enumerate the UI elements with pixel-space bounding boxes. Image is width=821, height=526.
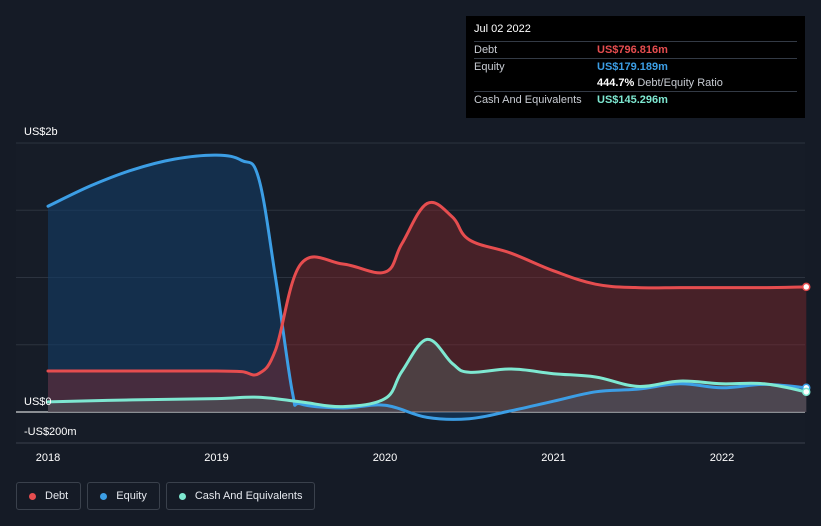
area-equity — [48, 155, 807, 420]
y-axis-label-bottom: -US$200m — [24, 426, 77, 438]
legend-item-cash[interactable]: Cash And Equivalents — [165, 482, 316, 510]
tooltip-row-value: 444.7% — [597, 77, 635, 89]
data-tooltip: Jul 02 2022 Debt US$796.816m Equity US$1… — [466, 16, 805, 118]
tooltip-row-equity: Equity US$179.189m — [474, 58, 797, 75]
chart-legend: Debt Equity Cash And Equivalents — [16, 482, 316, 510]
line-debt — [46, 200, 808, 377]
legend-dot-icon — [100, 492, 108, 500]
line-cash-and-equivalents — [46, 337, 808, 409]
x-tick-label: 2019 — [204, 452, 228, 464]
area-debt — [48, 202, 807, 412]
end-marker-cash-and-equivalents — [802, 387, 811, 397]
legend-label: Debt — [45, 490, 69, 502]
legend-label: Cash And Equivalents — [194, 490, 303, 502]
tooltip-date: Jul 02 2022 — [474, 23, 531, 35]
tooltip-row-value: US$179.189m — [597, 61, 668, 73]
tooltip-row-label: Debt — [474, 44, 498, 56]
tooltip-row-value: US$796.816m — [597, 44, 668, 56]
x-tick-label: 2020 — [373, 452, 397, 464]
tooltip-row-debt: Debt US$796.816m — [474, 41, 797, 58]
chart-areas — [48, 155, 807, 420]
legend-label: Equity — [116, 490, 147, 502]
tooltip-row-cash: Cash And Equivalents US$145.296m — [474, 91, 797, 108]
chart-lines — [46, 153, 808, 421]
tooltip-row-label: Cash And Equivalents — [474, 94, 582, 106]
x-axis-ticks: 2018 2019 2020 2021 2022 — [36, 452, 734, 464]
line-equity — [46, 153, 808, 421]
legend-dot-icon — [178, 492, 186, 500]
tooltip-row-unit: Debt/Equity Ratio — [637, 77, 723, 89]
x-tick-label: 2018 — [36, 452, 60, 464]
legend-dot-icon — [29, 492, 36, 500]
chart-end-markers — [802, 282, 811, 397]
x-tick-label: 2021 — [541, 452, 565, 464]
end-marker-debt — [802, 282, 811, 292]
legend-item-equity[interactable]: Equity — [87, 482, 160, 510]
y-axis-label-top: US$2b — [24, 126, 58, 138]
legend-item-debt[interactable]: Debt — [16, 482, 82, 510]
area-cash-and-equivalents — [48, 339, 807, 412]
tooltip-row-label: Equity — [474, 61, 505, 73]
y-axis-label-zero: US$0 — [24, 396, 52, 408]
tooltip-row-value: US$145.296m — [597, 94, 668, 106]
x-tick-label: 2022 — [710, 452, 734, 464]
tooltip-row-ratio: 444.7% Debt/Equity Ratio — [474, 75, 797, 91]
